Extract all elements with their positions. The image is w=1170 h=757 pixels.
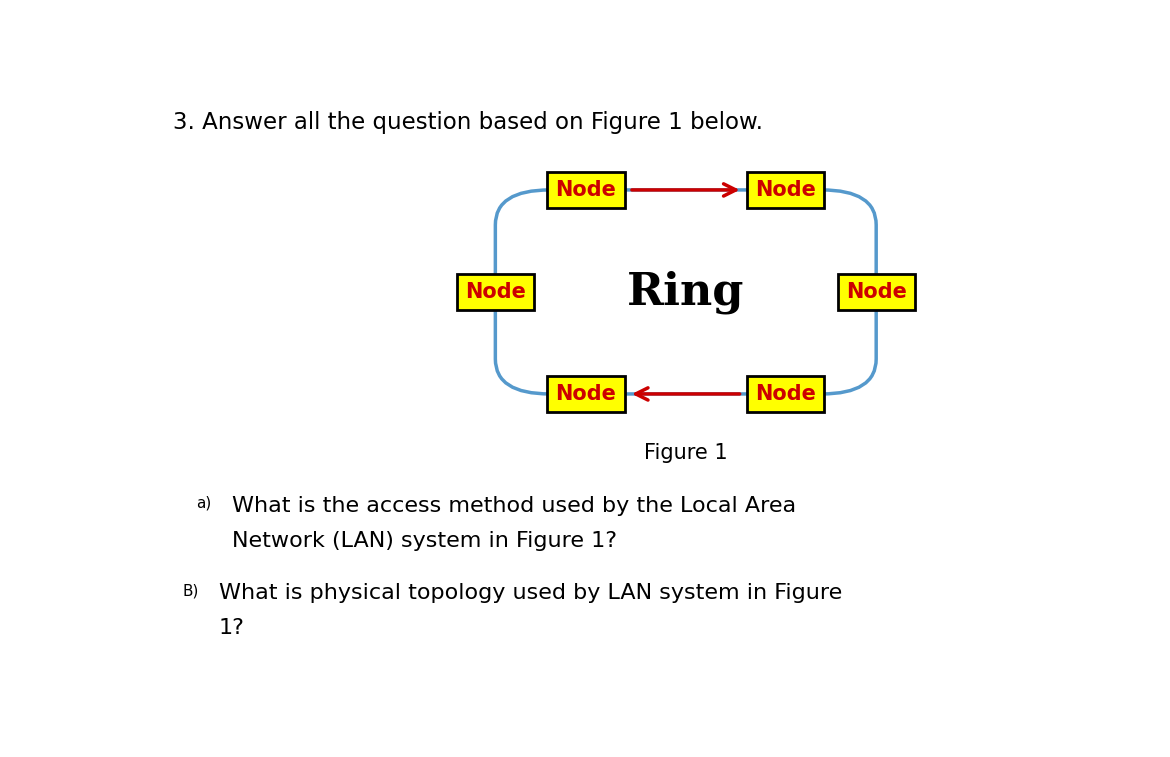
FancyBboxPatch shape (838, 274, 915, 310)
FancyBboxPatch shape (746, 172, 824, 208)
Text: a): a) (197, 496, 212, 511)
Text: Node: Node (556, 384, 617, 404)
FancyBboxPatch shape (746, 376, 824, 412)
Text: Node: Node (755, 384, 815, 404)
Text: B): B) (183, 584, 199, 598)
Text: What is the access method used by the Local Area: What is the access method used by the Lo… (233, 496, 797, 516)
Text: Node: Node (556, 180, 617, 200)
FancyBboxPatch shape (456, 274, 534, 310)
Text: Node: Node (846, 282, 907, 302)
Text: Ring: Ring (627, 270, 744, 313)
Text: What is physical topology used by LAN system in Figure: What is physical topology used by LAN sy… (219, 584, 842, 603)
Text: Network (LAN) system in Figure 1?: Network (LAN) system in Figure 1? (233, 531, 618, 551)
FancyBboxPatch shape (548, 376, 625, 412)
FancyBboxPatch shape (548, 172, 625, 208)
Text: Node: Node (755, 180, 815, 200)
Text: 3. Answer all the question based on Figure 1 below.: 3. Answer all the question based on Figu… (173, 111, 764, 134)
Text: Node: Node (464, 282, 525, 302)
Text: Figure 1: Figure 1 (644, 444, 728, 463)
Text: 1?: 1? (219, 618, 245, 638)
